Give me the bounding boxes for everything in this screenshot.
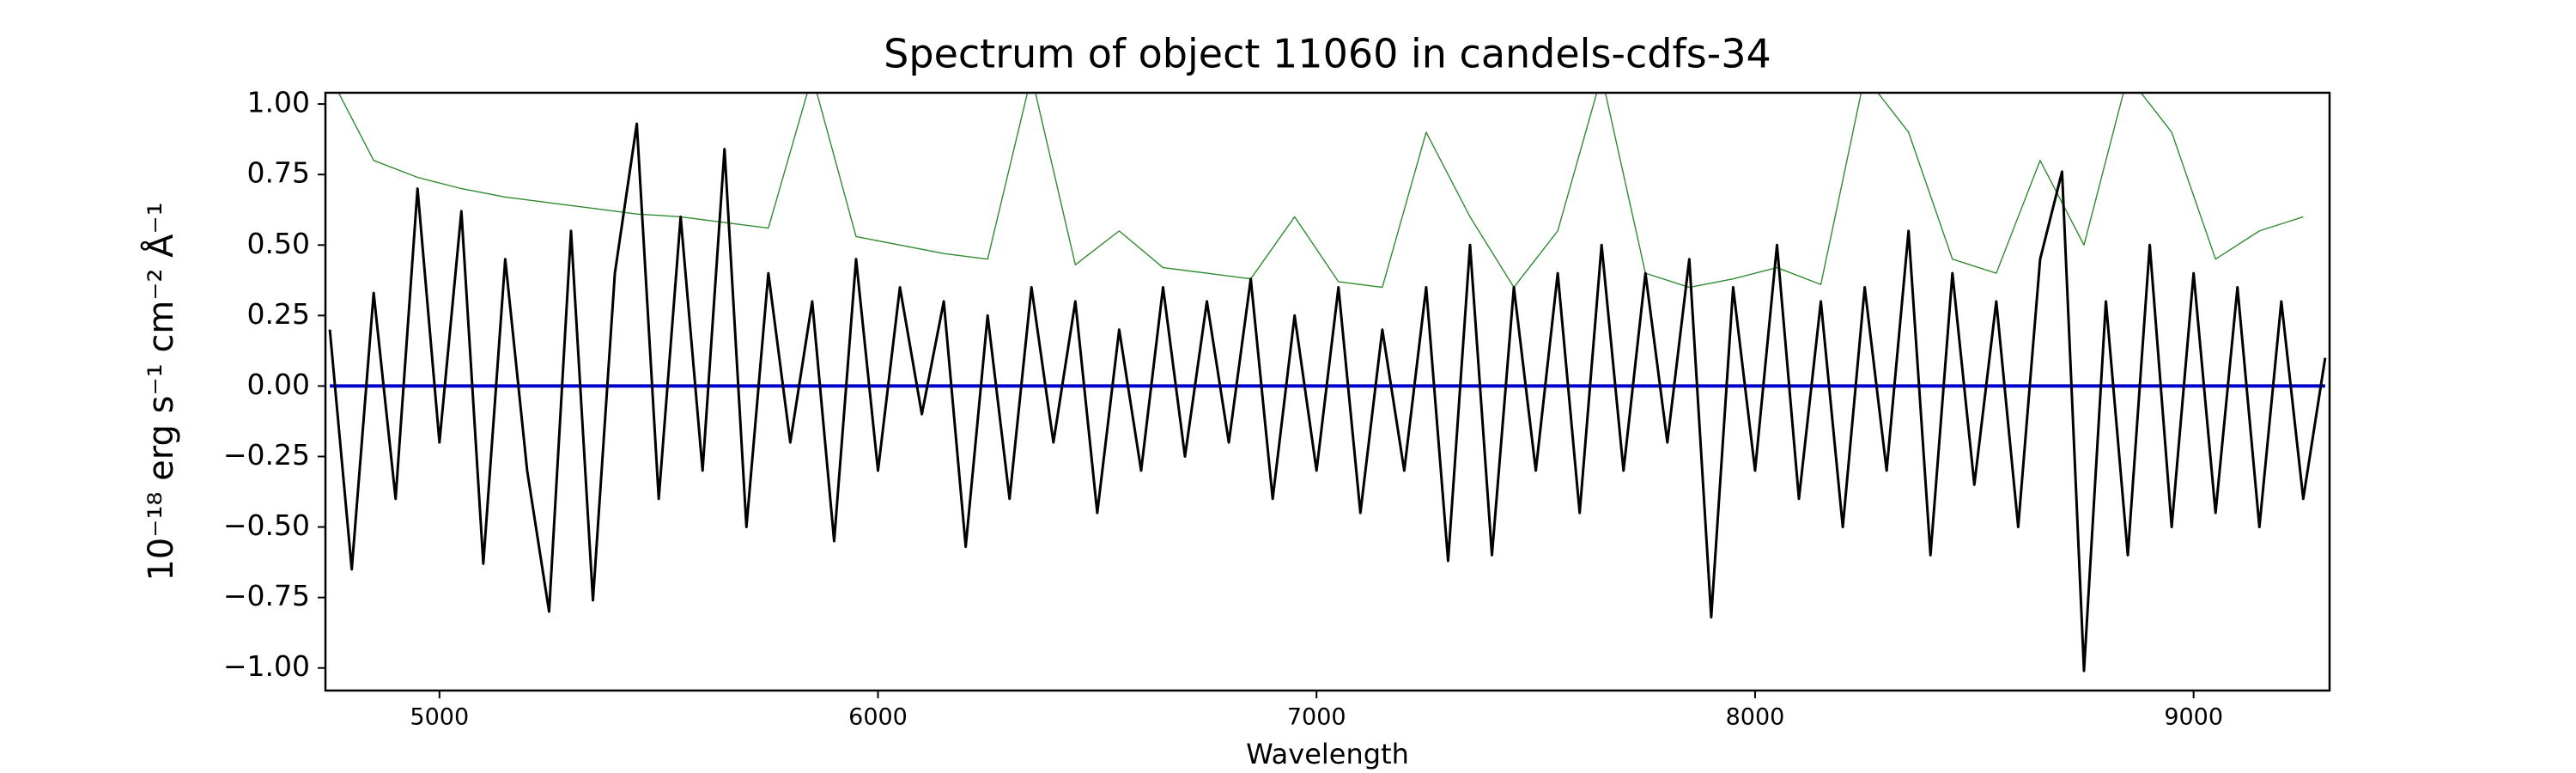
- y-tick-label: −0.75: [223, 579, 310, 612]
- y-tick-label: −0.50: [223, 508, 310, 542]
- spectrum-line: [328, 122, 2327, 673]
- x-axis-label: Wavelength: [1246, 738, 1409, 770]
- x-tick-label: 7000: [1287, 704, 1346, 731]
- y-tick-label: 0.00: [247, 368, 310, 401]
- spectrum-line: [337, 93, 2304, 289]
- y-tick-label: 1.00: [247, 86, 310, 119]
- y-tick-label: 0.25: [247, 297, 310, 331]
- x-tick-label: 5000: [410, 704, 469, 731]
- plot-frame: [324, 91, 2331, 692]
- x-tick-label: 8000: [1726, 704, 1785, 731]
- y-tick-label: −0.25: [223, 438, 310, 472]
- y-axis-label: 10⁻¹⁸ erg s⁻¹ cm⁻² Å⁻¹: [140, 202, 181, 581]
- y-tick-label: 0.50: [247, 227, 310, 260]
- plot-area: [328, 93, 2327, 673]
- x-tick-label: 6000: [848, 704, 908, 731]
- x-tick-label: 9000: [2164, 704, 2223, 731]
- chart-title: Spectrum of object 11060 in candels-cdfs…: [884, 31, 1771, 77]
- y-tick-label: 0.75: [247, 156, 310, 190]
- y-tick-label: −1.00: [223, 649, 310, 683]
